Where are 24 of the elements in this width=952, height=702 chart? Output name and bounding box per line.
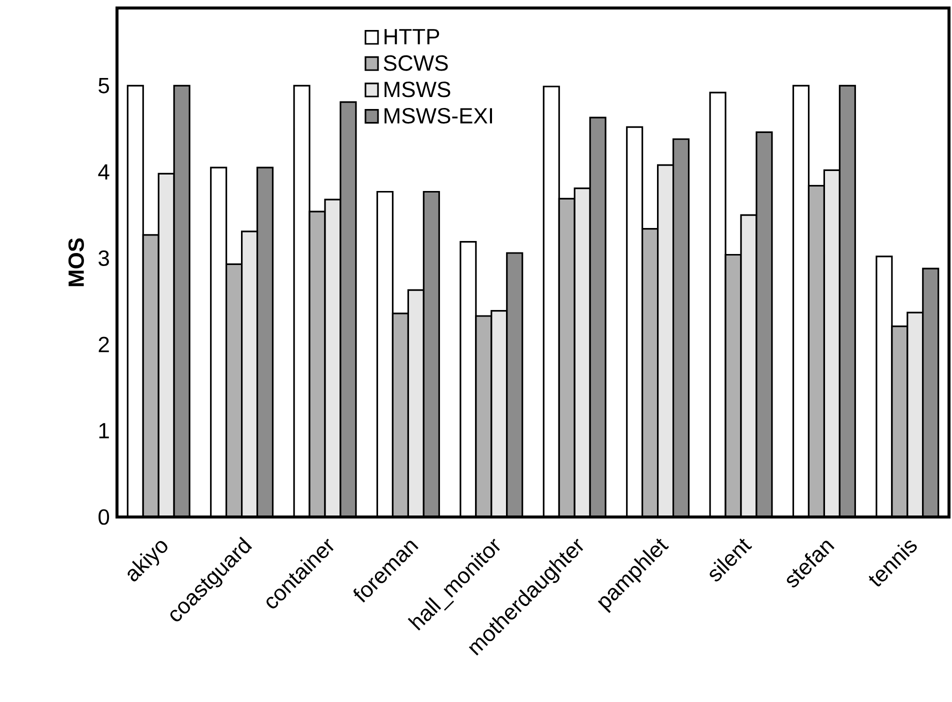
bar [226, 263, 243, 517]
bar [392, 312, 410, 517]
bar [642, 228, 659, 517]
legend-label: SCWS [384, 55, 448, 71]
bar [823, 169, 840, 517]
y-tick-label: 2 [98, 336, 109, 352]
bar [490, 310, 508, 517]
y-tick-label: 4 [98, 164, 110, 180]
bar [241, 230, 258, 517]
bar [158, 172, 175, 517]
legend-label: HTTP [384, 29, 440, 44]
legend-label: MSWS [384, 82, 450, 98]
y-tick-label: 5 [98, 78, 109, 94]
bar [808, 184, 826, 517]
bar [142, 234, 160, 517]
bar [407, 289, 424, 517]
legend-label: MSWS-EXI [384, 108, 492, 124]
bar [558, 198, 576, 517]
y-tick-label: 3 [98, 250, 109, 266]
y-tick-label: 1 [99, 423, 109, 438]
bar [657, 164, 674, 517]
y-tick-label: 0 [98, 509, 110, 525]
y-axis-title: MOS [68, 238, 84, 286]
bar [574, 188, 591, 517]
